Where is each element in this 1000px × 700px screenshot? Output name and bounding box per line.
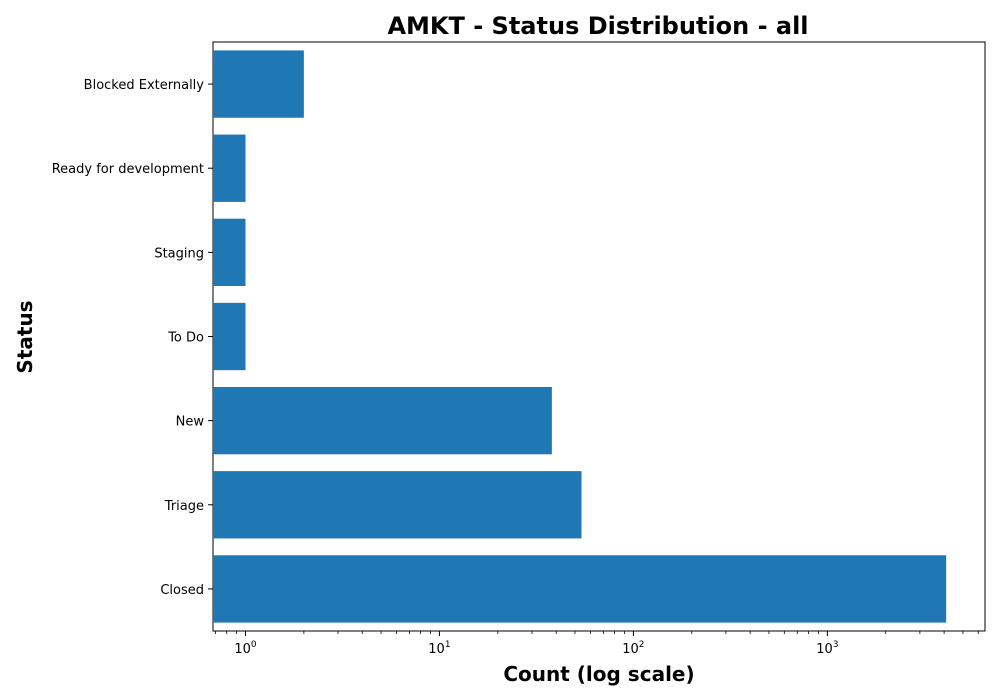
x-axis-title: Count (log scale) <box>503 662 694 686</box>
x-tick-label: 100 <box>234 640 257 657</box>
x-tick-label: 102 <box>622 640 644 657</box>
x-axis-ticks: 100 101 102 103 <box>215 631 979 657</box>
y-tick-label: Ready for development <box>52 162 204 177</box>
bar-closed <box>213 555 947 623</box>
bar-triage <box>213 471 582 539</box>
y-axis-title: Status <box>13 300 37 373</box>
y-tick-label: To Do <box>167 331 204 346</box>
x-tick-label: 101 <box>428 640 450 657</box>
y-tick-label: Closed <box>160 583 204 598</box>
y-tick-label: New <box>176 415 205 430</box>
y-axis-ticks: Closed Triage New To Do Staging Ready for dev… <box>52 78 213 598</box>
x-tick-label: 103 <box>816 640 838 657</box>
plot-area-frame <box>212 41 986 632</box>
y-tick-label: Blocked Externally <box>84 78 205 93</box>
bar-staging <box>213 218 246 287</box>
bar-to-do <box>213 302 246 371</box>
bars-group <box>213 50 947 623</box>
y-tick-label: Staging <box>154 246 204 261</box>
bar-ready-for-development <box>213 134 246 202</box>
chart-title: AMKT - Status Distribution - all <box>387 12 808 40</box>
bar-new <box>213 386 552 455</box>
y-tick-label: Triage <box>164 499 204 514</box>
bar-blocked-externally <box>213 50 304 118</box>
